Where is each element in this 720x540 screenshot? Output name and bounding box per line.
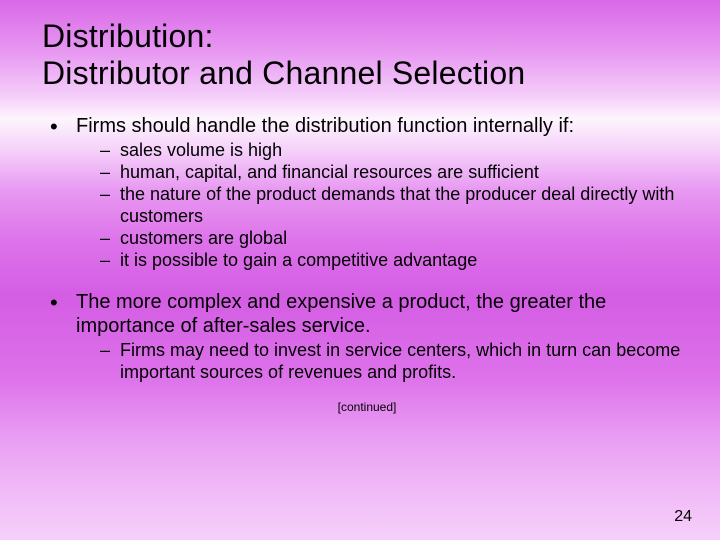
slide-title: Distribution: Distributor and Channel Se… <box>42 18 692 92</box>
bullet-list: Firms should handle the distribution fun… <box>42 114 692 272</box>
sub-bullet-text: Firms may need to invest in service cent… <box>120 340 680 382</box>
sub-bullet-text: the nature of the product demands that t… <box>120 184 674 226</box>
sub-bullet-text: sales volume is high <box>120 140 282 160</box>
sub-bullet-list: sales volume is high human, capital, and… <box>76 140 692 272</box>
spacer <box>42 276 692 290</box>
bullet-text: The more complex and expensive a product… <box>76 291 606 337</box>
continued-label: [continued] <box>42 400 692 414</box>
sub-bullet-text: it is possible to gain a competitive adv… <box>120 250 477 270</box>
bullet-item: Firms should handle the distribution fun… <box>50 114 692 272</box>
sub-bullet-text: customers are global <box>120 228 287 248</box>
title-line-2: Distributor and Channel Selection <box>42 55 525 91</box>
sub-bullet-list: Firms may need to invest in service cent… <box>76 340 692 384</box>
sub-bullet-item: customers are global <box>100 228 692 250</box>
slide: Distribution: Distributor and Channel Se… <box>0 0 720 540</box>
bullet-item: The more complex and expensive a product… <box>50 290 692 385</box>
sub-bullet-text: human, capital, and financial resources … <box>120 162 539 182</box>
sub-bullet-item: it is possible to gain a competitive adv… <box>100 250 692 272</box>
sub-bullet-item: sales volume is high <box>100 140 692 162</box>
sub-bullet-item: Firms may need to invest in service cent… <box>100 340 692 384</box>
bullet-text: Firms should handle the distribution fun… <box>76 115 574 137</box>
sub-bullet-item: the nature of the product demands that t… <box>100 184 692 228</box>
sub-bullet-item: human, capital, and financial resources … <box>100 162 692 184</box>
bullet-list: The more complex and expensive a product… <box>42 290 692 385</box>
page-number: 24 <box>674 508 692 526</box>
title-line-1: Distribution: <box>42 18 214 54</box>
